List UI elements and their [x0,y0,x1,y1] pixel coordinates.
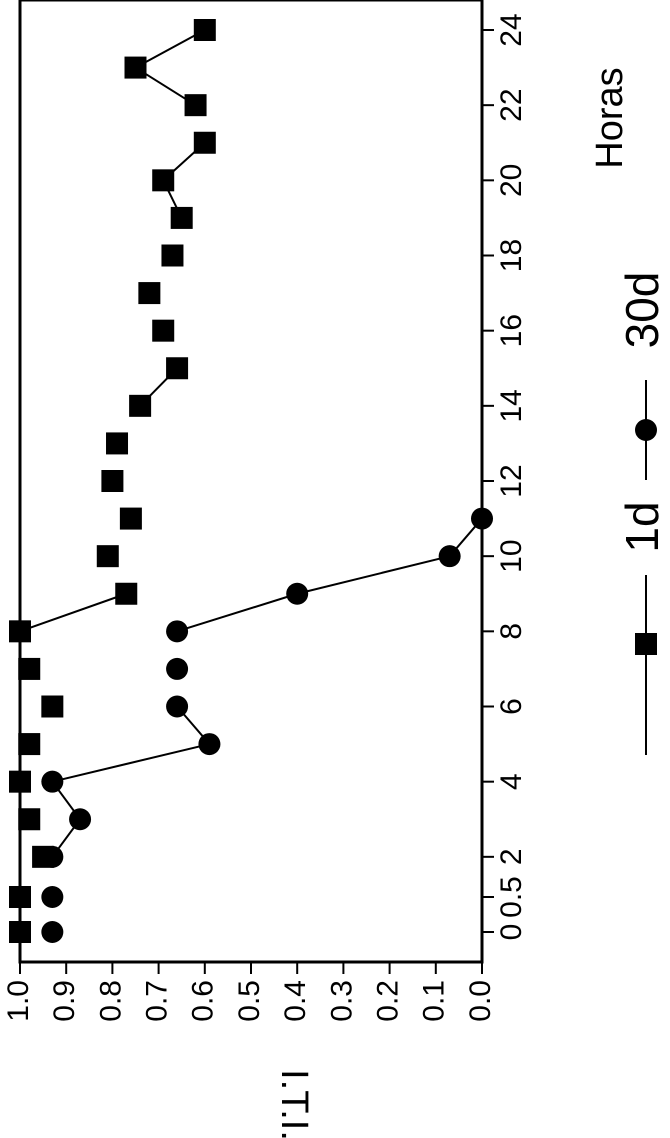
square-marker [119,507,142,530]
square-marker [18,808,41,831]
circle-marker [41,886,64,908]
square-marker [161,244,184,267]
circle-marker [166,657,189,680]
square-marker [96,545,119,568]
legend-label-1d: 1d [616,501,668,552]
x-tick-label: 18 [495,239,528,272]
x-tick-label: 0 [495,924,528,941]
square-marker [166,357,189,380]
square-marker [9,886,31,908]
circle-marker [41,845,64,868]
y-tick-label: 0.9 [48,980,81,1022]
series-line-30d [296,555,450,595]
square-marker [152,319,175,342]
y-tick-label: 1.0 [2,980,35,1022]
x-tick-label: 8 [495,623,528,640]
y-tick-label: 0.4 [279,980,312,1022]
square-marker [106,432,129,455]
series-line-30d [176,592,298,633]
y-tick-label: 0.7 [141,980,174,1022]
series-line-30d [52,743,210,783]
circle-marker [166,620,189,643]
y-axis-title: I.T.I. [273,1069,315,1138]
square-marker [9,921,31,943]
square-marker [18,657,41,680]
legend: 1d 30d [616,272,668,755]
square-marker [193,19,216,41]
circle-marker [198,733,221,756]
x-tick-label: 24 [495,13,528,46]
square-marker [152,169,175,192]
y-tick-label: 0.0 [464,980,497,1022]
square-marker [138,282,161,305]
square-marker [18,733,41,756]
series-line-1d [135,29,206,69]
legend-circle-marker [635,419,657,441]
x-tick-label: 2 [495,848,528,865]
square-marker [9,620,31,643]
y-tick-label: 0.5 [233,980,266,1022]
square-marker [129,394,152,417]
x-tick-label: 0.5 [495,876,528,918]
x-tick-label: 14 [495,389,528,422]
circle-marker [438,545,461,568]
x-tick-label: 22 [495,88,528,121]
y-tick-label: 0.2 [372,980,405,1022]
square-marker [184,94,207,117]
series-lines [19,29,483,858]
square-marker [9,770,31,793]
legend-label-30d: 30d [616,272,668,349]
circle-marker [69,808,92,831]
series-line-1d [19,592,127,633]
y-axis-ticks: 1.0 0.9 0.8 0.7 0.6 0.5 0.4 0.3 0.2 0.1 0.0 [2,962,497,1022]
x-tick-label: 12 [495,464,528,497]
legend-square-marker [635,633,657,655]
y-tick-label: 0.8 [94,980,127,1022]
x-tick-label: 10 [495,539,528,572]
square-marker [115,582,138,605]
series-markers [9,19,493,943]
x-axis-title: Horas [589,67,631,168]
circle-marker [41,921,64,943]
square-marker [124,56,147,79]
x-tick-label: 6 [495,698,528,715]
circle-marker [166,695,189,718]
axis-labels: Horas I.T.I. [273,67,631,1138]
square-marker [41,695,64,718]
circle-marker [286,582,309,605]
square-marker [193,131,216,154]
x-tick-label: 4 [495,773,528,790]
square-marker [101,470,124,492]
x-tick-label: 20 [495,164,528,197]
x-tick-label: 16 [495,314,528,347]
circle-marker [471,507,493,530]
square-marker [170,206,193,229]
y-tick-label: 0.1 [418,980,451,1022]
y-tick-label: 0.3 [325,980,358,1022]
y-tick-label: 0.6 [187,980,220,1022]
circle-marker [41,770,64,793]
